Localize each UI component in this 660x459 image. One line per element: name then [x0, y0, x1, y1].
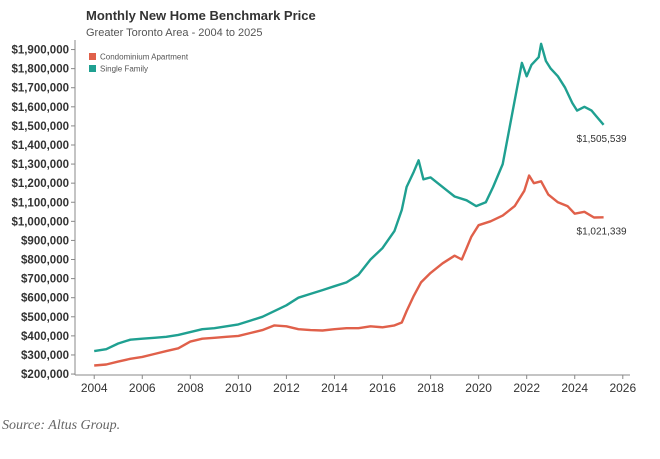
y-tick-label: $300,000: [21, 350, 69, 362]
series-end-label: $1,505,539: [577, 134, 627, 145]
x-tick-label: 2018: [417, 381, 444, 395]
y-tick-label: $1,400,000: [11, 140, 69, 152]
chart-axes: $200,000 $300,000 $400,000 $500,000 $600,000…: [11, 40, 636, 395]
y-tick-label: $700,000: [21, 274, 69, 286]
y-tick-label: $1,300,000: [11, 159, 69, 171]
x-tick-label: 2024: [561, 381, 588, 395]
chart-title: Monthly New Home Benchmark Price: [86, 8, 316, 23]
y-tick-label: $1,500,000: [11, 121, 69, 133]
series-layer: $1,021,339 $1,505,539: [94, 42, 627, 367]
x-tick-label: 2004: [81, 381, 108, 395]
series-end-label: $1,021,339: [577, 226, 627, 237]
source-note: Source: Altus Group.: [2, 418, 121, 433]
x-tick-label: 2006: [129, 381, 156, 395]
x-tick-label: 2022: [513, 381, 540, 395]
y-tick-label: $1,600,000: [11, 102, 69, 114]
y-tick-label: $1,100,000: [11, 197, 69, 209]
chart-legend: Condominium Apartment Single Family: [89, 53, 189, 74]
x-tick-label: 2014: [321, 381, 348, 395]
y-tick-label: $1,200,000: [11, 178, 69, 190]
y-tick-label: $400,000: [21, 331, 69, 343]
legend-label: Single Family: [100, 65, 148, 74]
x-tick-label: 2020: [465, 381, 492, 395]
y-tick-label: $1,900,000: [11, 45, 69, 57]
legend-label: Condominium Apartment: [100, 53, 189, 62]
line-chart: $200,000 $300,000 $400,000 $500,000 $600,000…: [11, 40, 636, 395]
chart-subtitle: Greater Toronto Area - 2004 to 2025: [86, 27, 263, 39]
y-tick-label: $1,800,000: [11, 64, 69, 76]
x-tick-label: 2026: [609, 381, 636, 395]
x-tick-label: 2010: [225, 381, 252, 395]
y-tick-label: $600,000: [21, 293, 69, 305]
y-tick-label: $200,000: [21, 369, 69, 381]
y-tick-label: $1,000,000: [11, 216, 69, 228]
y-tick-label: $1,700,000: [11, 83, 69, 95]
x-tick-label: 2012: [273, 381, 300, 395]
x-tick-label: 2016: [369, 381, 396, 395]
y-tick-label: $500,000: [21, 312, 69, 324]
y-tick-label: $900,000: [21, 235, 69, 247]
series-line: [94, 42, 605, 353]
legend-swatch: [89, 65, 96, 72]
y-tick-label: $800,000: [21, 255, 69, 267]
x-tick-label: 2008: [177, 381, 204, 395]
series-line: [94, 174, 604, 367]
legend-swatch: [89, 53, 96, 60]
